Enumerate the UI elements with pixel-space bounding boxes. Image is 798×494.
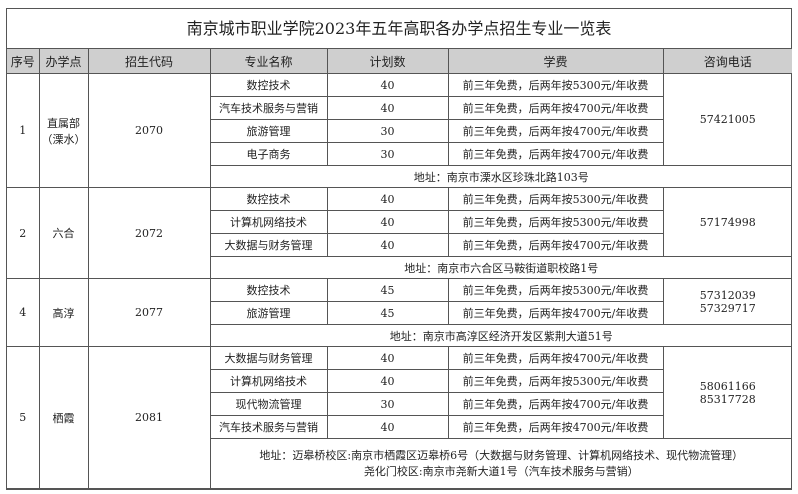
campus-address: 地址：迈皋桥校区:南京市栖霞区迈皋桥6号（大数据与财务管理、计算机网络技术、现代…	[210, 438, 792, 489]
tuition-fee: 前三年免费，后两年按5300元/年收费	[447, 278, 664, 302]
enrollment-table: 序号 办学点 招生代码 专业名称 计划数 学费 咨询电话 1 直属部 （溧水） 20…	[7, 49, 792, 489]
plan-count: 40	[326, 346, 449, 370]
major-name: 现代物流管理	[210, 392, 328, 416]
plan-count: 40	[326, 73, 449, 97]
table-row: 5 栖霞 2081 大数据与财务管理 40 前三年免费，后两年按4700元/年收费 5806…	[7, 346, 792, 489]
campus-site: 栖霞	[38, 346, 89, 489]
major-name: 汽车技术服务与营销	[210, 415, 328, 439]
header-no: 序号	[7, 49, 40, 74]
table-row: 计算机网络技术 40 前三年免费，后两年按5300元/年收费	[7, 369, 792, 393]
tuition-fee: 前三年免费，后两年按5300元/年收费	[447, 187, 664, 211]
campus-address: 地址：南京市六合区马鞍街道职校路1号	[210, 256, 792, 279]
tuition-fee: 前三年免费，后两年按5300元/年收费	[447, 73, 664, 97]
enrollment-code: 2081	[87, 346, 211, 489]
tuition-fee: 前三年免费，后两年按4700元/年收费	[447, 233, 663, 257]
table-row: 旅游管理 45 前三年免费，后两年按4700元/年收费	[7, 301, 792, 325]
tuition-fee: 前三年免费，后两年按4700元/年收费	[447, 142, 663, 166]
major-name: 电子商务	[210, 142, 328, 166]
major-name: 汽车技术服务与营销	[210, 96, 328, 120]
row-number: 5	[7, 346, 40, 489]
major-name: 计算机网络技术	[210, 369, 328, 393]
table-row: 汽车技术服务与营销 40 前三年免费，后两年按4700元/年收费	[7, 96, 792, 120]
tuition-fee: 前三年免费，后两年按5300元/年收费	[447, 369, 663, 393]
table-row: 汽车技术服务与营销 40 前三年免费，后两年按4700元/年收费	[7, 415, 792, 439]
plan-count: 30	[326, 119, 449, 143]
address-row: 地址：迈皋桥校区:南京市栖霞区迈皋桥6号（大数据与财务管理、计算机网络技术、现代…	[7, 438, 792, 489]
campus-site: 直属部 （溧水）	[38, 73, 89, 188]
enrollment-code: 2070	[87, 73, 211, 188]
row-number: 1	[7, 73, 40, 188]
major-name: 大数据与财务管理	[209, 346, 328, 370]
plan-count: 40	[326, 187, 449, 211]
plan-count: 40	[326, 415, 449, 439]
header-phone: 咨询电话	[662, 49, 792, 74]
campus-site: 六合	[38, 187, 89, 279]
enrollment-code: 2077	[87, 278, 211, 347]
plan-count: 45	[326, 301, 449, 325]
enrollment-code: 2072	[87, 187, 211, 279]
campus-address: 地址：南京市高淳区经济开发区紫荆大道51号	[210, 324, 792, 347]
enrollment-sheet: 南京城市职业学院2023年五年高职各办学点招生专业一览表 序号 办学点 招生代码…	[6, 8, 792, 490]
plan-count: 40	[326, 210, 449, 234]
header-fee: 学费	[447, 49, 664, 74]
consult-phone: 58061166 85317728	[662, 346, 792, 439]
header-major: 专业名称	[209, 49, 328, 74]
tuition-fee: 前三年免费，后两年按4700元/年收费	[447, 346, 664, 370]
header-row: 序号 办学点 招生代码 专业名称 计划数 学费 咨询电话	[7, 49, 792, 74]
tuition-fee: 前三年免费，后两年按4700元/年收费	[447, 119, 663, 143]
plan-count: 40	[326, 369, 449, 393]
campus-site: 高淳	[38, 278, 89, 347]
tuition-fee: 前三年免费，后两年按4700元/年收费	[447, 96, 663, 120]
major-name: 计算机网络技术	[210, 210, 328, 234]
plan-count: 30	[326, 392, 449, 416]
major-name: 旅游管理	[210, 301, 328, 325]
row-number: 4	[7, 278, 40, 347]
tuition-fee: 前三年免费，后两年按4700元/年收费	[447, 415, 663, 439]
tuition-fee: 前三年免费，后两年按5300元/年收费	[447, 210, 663, 234]
table-row: 大数据与财务管理 40 前三年免费，后两年按4700元/年收费	[7, 233, 792, 257]
consult-phone: 57174998	[662, 187, 792, 257]
table-row: 1 直属部 （溧水） 2070 数控技术 40 前三年免费，后两年按5300元/年收费 57…	[7, 73, 792, 188]
major-name: 数控技术	[209, 278, 328, 302]
major-name: 数控技术	[209, 73, 328, 97]
major-name: 数控技术	[209, 187, 328, 211]
plan-count: 30	[326, 142, 449, 166]
plan-count: 40	[326, 233, 449, 257]
header-plan: 计划数	[326, 49, 449, 74]
major-name: 大数据与财务管理	[210, 233, 328, 257]
major-name: 旅游管理	[210, 119, 328, 143]
page-title: 南京城市职业学院2023年五年高职各办学点招生专业一览表	[7, 9, 791, 49]
tuition-fee: 前三年免费，后两年按4700元/年收费	[447, 392, 663, 416]
tuition-fee: 前三年免费，后两年按4700元/年收费	[447, 301, 663, 325]
plan-count: 45	[326, 278, 449, 302]
consult-phone: 57312039 57329717	[662, 278, 792, 325]
table-row: 4 高淳 2077 数控技术 45 前三年免费，后两年按5300元/年收费 57312039…	[7, 278, 792, 347]
table-row: 2 六合 2072 数控技术 40 前三年免费，后两年按5300元/年收费 57174998	[7, 187, 792, 279]
row-number: 2	[7, 187, 40, 279]
consult-phone: 57421005	[662, 73, 792, 166]
plan-count: 40	[326, 96, 449, 120]
table-row: 现代物流管理 30 前三年免费，后两年按4700元/年收费	[7, 392, 792, 416]
header-code: 招生代码	[87, 49, 211, 74]
campus-address: 地址：南京市溧水区珍珠北路103号	[210, 165, 792, 188]
table-row: 旅游管理 30 前三年免费，后两年按4700元/年收费	[7, 119, 792, 143]
header-site: 办学点	[38, 49, 89, 74]
